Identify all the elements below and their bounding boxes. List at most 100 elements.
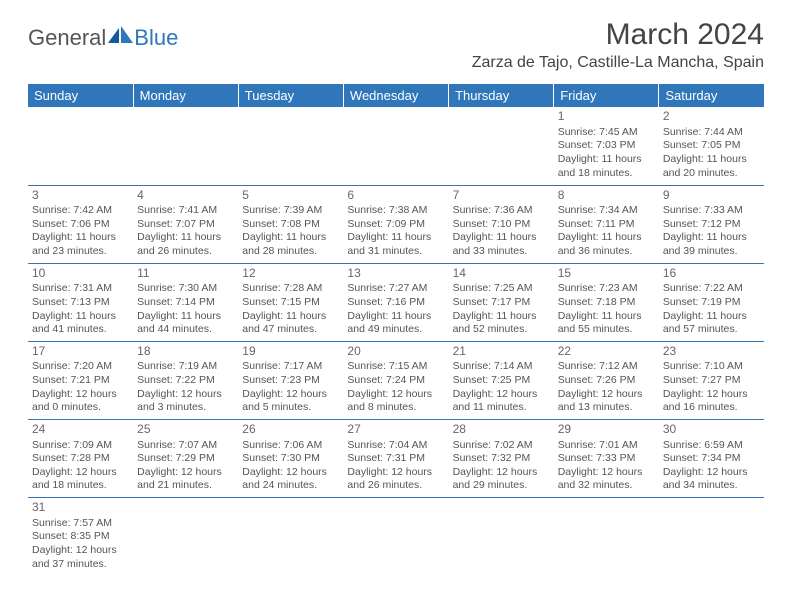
day-sunrise: Sunrise: 7:06 AM — [242, 439, 339, 453]
calendar-day-cell: 4Sunrise: 7:41 AMSunset: 7:07 PMDaylight… — [133, 185, 238, 263]
day-day2: and 16 minutes. — [663, 401, 760, 415]
calendar-day-cell — [449, 498, 554, 576]
day-sunrise: Sunrise: 7:31 AM — [32, 282, 129, 296]
day-day2: and 0 minutes. — [32, 401, 129, 415]
calendar-day-cell: 1Sunrise: 7:45 AMSunset: 7:03 PMDaylight… — [554, 107, 659, 185]
day-day1: Daylight: 12 hours — [32, 388, 129, 402]
day-content: Sunrise: 7:01 AMSunset: 7:33 PMDaylight:… — [558, 439, 655, 494]
day-day2: and 44 minutes. — [137, 323, 234, 337]
day-number: 9 — [663, 188, 760, 204]
day-sunset: Sunset: 7:17 PM — [453, 296, 550, 310]
day-day1: Daylight: 11 hours — [453, 231, 550, 245]
day-day2: and 26 minutes. — [347, 479, 444, 493]
calendar-day-cell — [28, 107, 133, 185]
day-sunrise: Sunrise: 7:57 AM — [32, 517, 129, 531]
calendar-day-cell — [238, 498, 343, 576]
day-day2: and 26 minutes. — [137, 245, 234, 259]
calendar-week-row: 31Sunrise: 7:57 AMSunset: 8:35 PMDayligh… — [28, 498, 764, 576]
day-sunrise: Sunrise: 7:15 AM — [347, 360, 444, 374]
weekday-header: Monday — [133, 84, 238, 107]
day-sunset: Sunset: 7:23 PM — [242, 374, 339, 388]
logo-text-general: General — [28, 25, 106, 51]
logo-text-blue: Blue — [134, 25, 178, 51]
calendar-day-cell: 21Sunrise: 7:14 AMSunset: 7:25 PMDayligh… — [449, 341, 554, 419]
calendar-week-row: 10Sunrise: 7:31 AMSunset: 7:13 PMDayligh… — [28, 263, 764, 341]
day-content: Sunrise: 7:57 AMSunset: 8:35 PMDaylight:… — [32, 517, 129, 572]
day-day2: and 34 minutes. — [663, 479, 760, 493]
day-sunrise: Sunrise: 7:25 AM — [453, 282, 550, 296]
day-sunrise: Sunrise: 7:19 AM — [137, 360, 234, 374]
day-day1: Daylight: 12 hours — [242, 466, 339, 480]
day-sunrise: Sunrise: 7:01 AM — [558, 439, 655, 453]
day-content: Sunrise: 7:39 AMSunset: 7:08 PMDaylight:… — [242, 204, 339, 259]
day-day1: Daylight: 11 hours — [663, 310, 760, 324]
day-number: 4 — [137, 188, 234, 204]
day-day2: and 39 minutes. — [663, 245, 760, 259]
day-sunset: Sunset: 7:30 PM — [242, 452, 339, 466]
day-day1: Daylight: 12 hours — [558, 466, 655, 480]
day-sunset: Sunset: 7:15 PM — [242, 296, 339, 310]
calendar-day-cell: 5Sunrise: 7:39 AMSunset: 7:08 PMDaylight… — [238, 185, 343, 263]
day-sunset: Sunset: 7:05 PM — [663, 139, 760, 153]
day-day2: and 47 minutes. — [242, 323, 339, 337]
day-number: 1 — [558, 109, 655, 125]
day-sunset: Sunset: 7:31 PM — [347, 452, 444, 466]
day-sunrise: Sunrise: 7:45 AM — [558, 126, 655, 140]
day-number: 14 — [453, 266, 550, 282]
day-content: Sunrise: 7:04 AMSunset: 7:31 PMDaylight:… — [347, 439, 444, 494]
day-sunrise: Sunrise: 7:28 AM — [242, 282, 339, 296]
day-sunset: Sunset: 7:16 PM — [347, 296, 444, 310]
day-sunset: Sunset: 7:32 PM — [453, 452, 550, 466]
day-content: Sunrise: 7:38 AMSunset: 7:09 PMDaylight:… — [347, 204, 444, 259]
day-day1: Daylight: 12 hours — [32, 544, 129, 558]
calendar-day-cell: 6Sunrise: 7:38 AMSunset: 7:09 PMDaylight… — [343, 185, 448, 263]
day-sunset: Sunset: 7:13 PM — [32, 296, 129, 310]
calendar-day-cell: 29Sunrise: 7:01 AMSunset: 7:33 PMDayligh… — [554, 419, 659, 497]
day-number: 30 — [663, 422, 760, 438]
day-content: Sunrise: 7:30 AMSunset: 7:14 PMDaylight:… — [137, 282, 234, 337]
calendar-body: 1Sunrise: 7:45 AMSunset: 7:03 PMDaylight… — [28, 107, 764, 575]
day-day1: Daylight: 11 hours — [663, 231, 760, 245]
day-sunset: Sunset: 7:33 PM — [558, 452, 655, 466]
day-number: 11 — [137, 266, 234, 282]
calendar-day-cell — [343, 498, 448, 576]
calendar-day-cell: 26Sunrise: 7:06 AMSunset: 7:30 PMDayligh… — [238, 419, 343, 497]
day-number: 10 — [32, 266, 129, 282]
day-day2: and 3 minutes. — [137, 401, 234, 415]
day-day2: and 41 minutes. — [32, 323, 129, 337]
calendar-day-cell: 13Sunrise: 7:27 AMSunset: 7:16 PMDayligh… — [343, 263, 448, 341]
day-number: 7 — [453, 188, 550, 204]
day-number: 19 — [242, 344, 339, 360]
day-sunrise: Sunrise: 7:38 AM — [347, 204, 444, 218]
day-number: 17 — [32, 344, 129, 360]
logo-sail-icon — [108, 24, 134, 42]
day-number: 3 — [32, 188, 129, 204]
day-content: Sunrise: 7:28 AMSunset: 7:15 PMDaylight:… — [242, 282, 339, 337]
day-sunrise: Sunrise: 7:36 AM — [453, 204, 550, 218]
calendar-day-cell — [133, 498, 238, 576]
day-day1: Daylight: 11 hours — [32, 310, 129, 324]
day-day1: Daylight: 12 hours — [242, 388, 339, 402]
day-content: Sunrise: 7:15 AMSunset: 7:24 PMDaylight:… — [347, 360, 444, 415]
day-sunset: Sunset: 7:14 PM — [137, 296, 234, 310]
location: Zarza de Tajo, Castille-La Mancha, Spain — [472, 54, 764, 72]
day-content: Sunrise: 7:10 AMSunset: 7:27 PMDaylight:… — [663, 360, 760, 415]
calendar-day-cell: 22Sunrise: 7:12 AMSunset: 7:26 PMDayligh… — [554, 341, 659, 419]
day-day2: and 36 minutes. — [558, 245, 655, 259]
day-sunrise: Sunrise: 7:23 AM — [558, 282, 655, 296]
day-sunrise: Sunrise: 7:20 AM — [32, 360, 129, 374]
day-day1: Daylight: 11 hours — [663, 153, 760, 167]
day-day2: and 8 minutes. — [347, 401, 444, 415]
day-day2: and 13 minutes. — [558, 401, 655, 415]
day-number: 8 — [558, 188, 655, 204]
day-sunset: Sunset: 7:10 PM — [453, 218, 550, 232]
day-content: Sunrise: 7:33 AMSunset: 7:12 PMDaylight:… — [663, 204, 760, 259]
day-day2: and 5 minutes. — [242, 401, 339, 415]
day-day2: and 18 minutes. — [32, 479, 129, 493]
day-day1: Daylight: 12 hours — [347, 466, 444, 480]
calendar-day-cell: 19Sunrise: 7:17 AMSunset: 7:23 PMDayligh… — [238, 341, 343, 419]
day-day1: Daylight: 11 hours — [32, 231, 129, 245]
day-day1: Daylight: 11 hours — [242, 310, 339, 324]
day-day2: and 31 minutes. — [347, 245, 444, 259]
day-number: 31 — [32, 500, 129, 516]
